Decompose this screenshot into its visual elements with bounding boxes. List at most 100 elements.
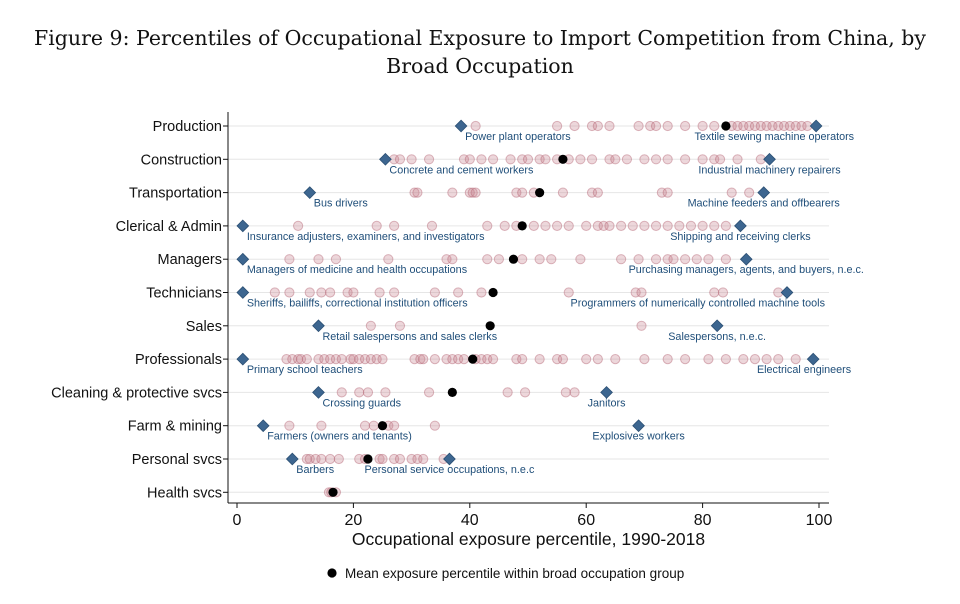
category-label: Health svcs [147,485,222,501]
category-label: Technicians [146,286,222,302]
occupation-point [365,320,376,331]
mean-point [363,454,373,464]
mean-point [488,287,498,298]
occupation-point [717,287,729,298]
occupation-point [598,220,609,231]
occupation-point [534,354,545,365]
occupation-point [732,154,743,165]
occupation-point [633,120,644,132]
category-label: Personal svcs [132,452,222,468]
occupation-point [662,220,673,231]
max-occupation-marker [739,252,753,266]
occupation-point [441,354,452,365]
max-occupation-label: Textile sewing machine operators [694,131,854,143]
occupation-point [784,120,796,132]
occupation-point [447,187,458,198]
occupation-point [426,220,438,231]
mean-point [328,487,338,497]
occupation-point [557,354,569,365]
max-occupation-label: Shipping and receiving clerks [670,231,811,243]
occupation-point [453,354,464,365]
occupation-point [639,154,650,165]
occupation-point [380,387,391,398]
occupation-point [581,220,592,231]
occupation-point [365,354,376,365]
occupation-point [511,187,522,198]
occupation-point [476,154,487,165]
category-label: Transportation [129,186,222,202]
occupation-point [406,453,417,465]
mean-point [377,421,388,431]
min-occupation-marker [454,119,468,133]
occupation-point [703,254,714,265]
occupation-point [423,387,435,398]
occupation-point [616,254,627,265]
min-occupation-label: Managers of medicine and health occupati… [247,264,468,276]
occupation-point [569,120,580,132]
occupation-point [563,287,574,298]
occupation-point [636,287,647,298]
mean-point [721,121,731,131]
x-tick-label: 80 [694,512,712,529]
min-occupation-label: Insurance adjusters, examiners, and inve… [247,231,485,243]
occupation-point [371,220,382,231]
category-label: Managers [158,252,222,268]
min-occupation-label: Farmers (owners and tenants) [267,431,412,443]
min-occupation-label: Retail salespersons and sales clerks [322,331,497,343]
occupation-point [295,354,307,365]
occupation-point [662,187,673,198]
occupation-point [394,453,406,465]
min-occupation-marker [379,152,392,166]
occupation-point [394,320,406,331]
occupation-point [790,354,801,365]
min-occupation-label: Barbers [296,464,334,476]
occupation-point [517,154,528,165]
mean-point [468,354,478,364]
occupation-point [650,254,662,265]
occupation-point [662,154,673,165]
occupation-point [709,154,720,165]
mean-point [517,221,527,231]
occupation-point [592,220,603,231]
occupation-point [281,354,292,365]
occupation-point [470,120,481,132]
category-label: Professionals [135,352,222,368]
category-label: Cleaning & protective svcs [51,385,222,401]
occupation-point [293,354,304,365]
occupation-point [464,187,475,198]
occupation-point [502,387,513,398]
max-occupation-marker [710,319,724,333]
occupation-point [371,354,382,365]
x-tick-label: 0 [233,512,242,529]
occupation-point [575,154,586,165]
occupation-point [680,120,691,132]
occupation-point [377,453,388,465]
mean-point [447,387,457,397]
occupation-point [610,154,621,165]
occupation-point [627,220,638,231]
occupation-point [467,187,478,198]
occupation-point [293,220,304,231]
occupation-point [284,287,295,298]
occupation-point [738,120,749,132]
occupation-point [447,254,458,265]
occupation-point [650,154,662,165]
figure-title: Figure 9: Percentiles of Occupational Ex… [0,24,960,80]
occupation-point [412,187,423,198]
occupation-point [697,120,708,132]
occupation-point [487,354,499,365]
max-occupation-marker [763,152,776,166]
occupation-point [511,354,522,365]
occupation-point [592,187,603,198]
occupation-point [316,453,327,465]
occupation-point [441,254,452,265]
max-occupation-marker [780,286,794,299]
min-occupation-marker [312,386,325,399]
max-occupation-label: Industrial machinery repairers [698,164,841,176]
min-occupation-label: Power plant operators [465,131,571,143]
occupation-point [557,187,569,198]
max-occupation-marker [734,219,747,233]
occupation-point [304,287,315,298]
occupation-point [429,287,440,298]
